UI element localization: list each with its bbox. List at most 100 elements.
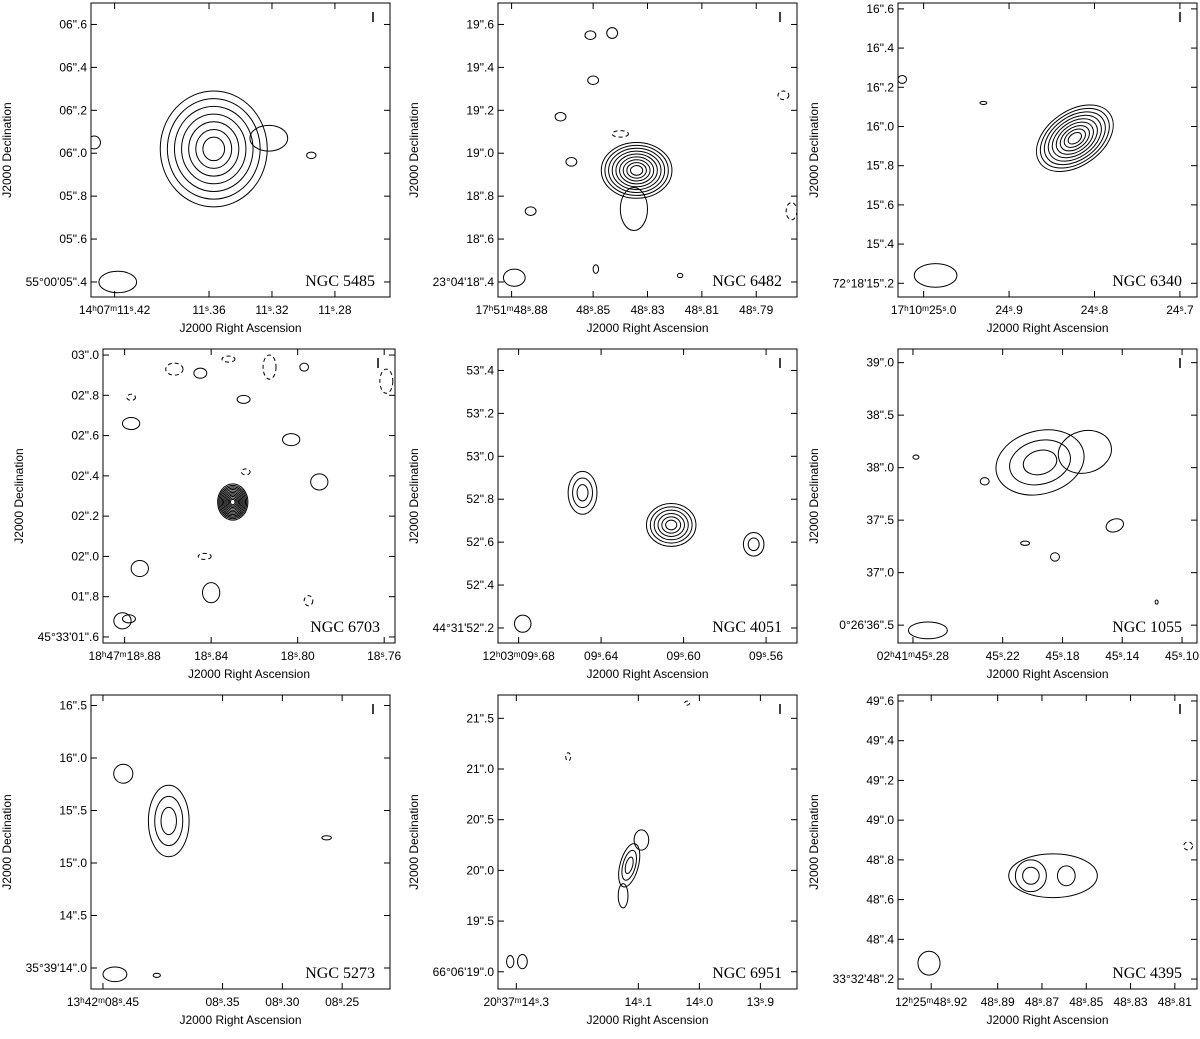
contour-level: [608, 147, 666, 194]
contour-level: [1105, 518, 1124, 533]
panel-ngc-6482: 23°04'18".4 18".6 18".8 19".0 19".2 19".4 19".…: [407, 2, 798, 335]
y-tick-label: 35°39'14".0: [26, 961, 88, 975]
y-tick-label: 02".0: [71, 549, 99, 563]
contour-level: [166, 98, 261, 200]
y-tick-label: 03".0: [71, 348, 99, 362]
beam-ellipse: [102, 966, 128, 983]
beam-ellipse: [513, 614, 532, 633]
galaxy-name-label: NGC 6340: [1112, 273, 1182, 290]
negative-contour: [611, 130, 629, 138]
beam-ellipse: [113, 612, 132, 630]
contour-level: [147, 784, 190, 858]
contour-level: [592, 264, 600, 274]
y-tick-label: 19".5: [466, 914, 494, 928]
negative-contour: [1183, 841, 1194, 851]
contour-level: [1067, 131, 1082, 145]
contour-level: [130, 559, 149, 578]
negative-contour: [565, 752, 572, 762]
contour-level: [1022, 866, 1040, 885]
galaxy-name-label: NGC 6951: [712, 965, 782, 982]
y-tick-label: 06".4: [59, 60, 87, 74]
beam-ellipse: [917, 950, 941, 976]
contour-level: [236, 394, 251, 404]
contour-level: [617, 883, 629, 909]
contour-group: [898, 75, 1114, 172]
contour-level: [665, 519, 678, 531]
y-tick-label: 48".8: [866, 853, 894, 867]
y-tick-label: 49".4: [866, 734, 894, 748]
x-tick-label: 48ˢ.87: [1025, 995, 1059, 1009]
y-tick-label: 44°31'52".2: [433, 621, 495, 635]
x-tick-label: 18ˢ.84: [194, 649, 228, 663]
y-tick-label: 39".0: [866, 356, 894, 370]
plot-frame: [497, 694, 798, 990]
contour-level: [159, 90, 268, 208]
y-tick-label: 16".2: [866, 80, 894, 94]
panel-ngc-5273: 35°39'14".0 14".5 15".0 15".5 16".0 16".5 13ʰ4…: [0, 694, 391, 1027]
y-tick-label: 55°00'05".4: [26, 275, 88, 289]
negative-contour: [777, 90, 790, 101]
y-tick-label: 01".8: [71, 590, 99, 604]
contour-group: [1008, 841, 1194, 899]
y-tick-label: 15".5: [59, 804, 87, 818]
y-tick-label: 06".6: [59, 17, 87, 31]
contour-level: [121, 614, 136, 624]
contour-level: [217, 483, 249, 521]
y-tick-label: 53".4: [466, 363, 494, 377]
contour-level: [1014, 859, 1047, 893]
plot-frame: [897, 348, 1198, 644]
contour-level: [195, 128, 233, 169]
y-tick-label: 37".5: [866, 513, 894, 527]
y-tick-label: 16".4: [866, 41, 894, 55]
y-tick-label: 49".6: [866, 694, 894, 708]
y-tick-label: 20".0: [466, 863, 494, 877]
contour-level: [282, 433, 301, 447]
contour-level: [622, 159, 651, 182]
galaxy-name-label: NGC 6482: [712, 273, 782, 290]
x-tick-label: 11ˢ.32: [255, 303, 289, 317]
galaxy-name-label: NGC 4395: [1112, 965, 1182, 982]
contour-level: [565, 157, 578, 167]
contour-level: [1008, 853, 1098, 899]
contour-level: [228, 497, 237, 507]
x-axis-label: J2000 Right Ascension: [586, 321, 708, 335]
contour-level: [201, 582, 221, 604]
panel-ngc-6340: 72°18'15".2 15".4 15".6 15".8 16".0 16".2 16".…: [807, 2, 1198, 335]
y-tick-label: 49".0: [866, 813, 894, 827]
contour-level: [1051, 118, 1098, 159]
contour-level: [181, 113, 247, 185]
contour-level: [979, 100, 988, 106]
y-tick-label: 02".6: [71, 429, 99, 443]
contour-level: [676, 272, 684, 279]
y-tick-label: 45°33'01".6: [38, 630, 100, 644]
x-axis-label: J2000 Right Ascension: [986, 321, 1108, 335]
contour-level: [619, 156, 655, 185]
contour-group: [567, 470, 765, 557]
negative-contour: [684, 700, 691, 706]
y-tick-label: 48".6: [866, 893, 894, 907]
contour-level: [995, 429, 1085, 496]
x-tick-label: 14ˢ.1: [625, 995, 653, 1009]
contour-level: [517, 954, 528, 970]
x-tick-label: 24ˢ.9: [995, 303, 1023, 317]
contour-level: [220, 487, 245, 517]
y-tick-label: 52".4: [466, 578, 494, 592]
x-axis-label: J2000 Right Ascension: [586, 1013, 708, 1027]
contour-level: [572, 477, 594, 509]
x-axis-label: J2000 Right Ascension: [586, 667, 708, 681]
x-tick-label: 48ˢ.85: [576, 303, 610, 317]
x-tick-label: 48ˢ.79: [739, 303, 773, 317]
x-tick-label: 48ˢ.83: [630, 303, 664, 317]
contour-level: [1063, 128, 1086, 148]
y-tick-label: 53".2: [466, 406, 494, 420]
x-tick-label: 20ʰ37ᵐ14ˢ.3: [484, 995, 550, 1009]
x-tick-label: 48ˢ.85: [1069, 995, 1103, 1009]
contour-level: [898, 75, 908, 84]
plot-frame: [897, 2, 1198, 298]
galaxy-name-label: NGC 1055: [1112, 619, 1182, 636]
y-axis-label: J2000 Declination: [0, 794, 14, 889]
x-axis-label: J2000 Right Ascension: [986, 667, 1108, 681]
contour-level: [230, 498, 236, 506]
contour-level: [1022, 449, 1058, 476]
y-tick-label: 38".5: [866, 408, 894, 422]
